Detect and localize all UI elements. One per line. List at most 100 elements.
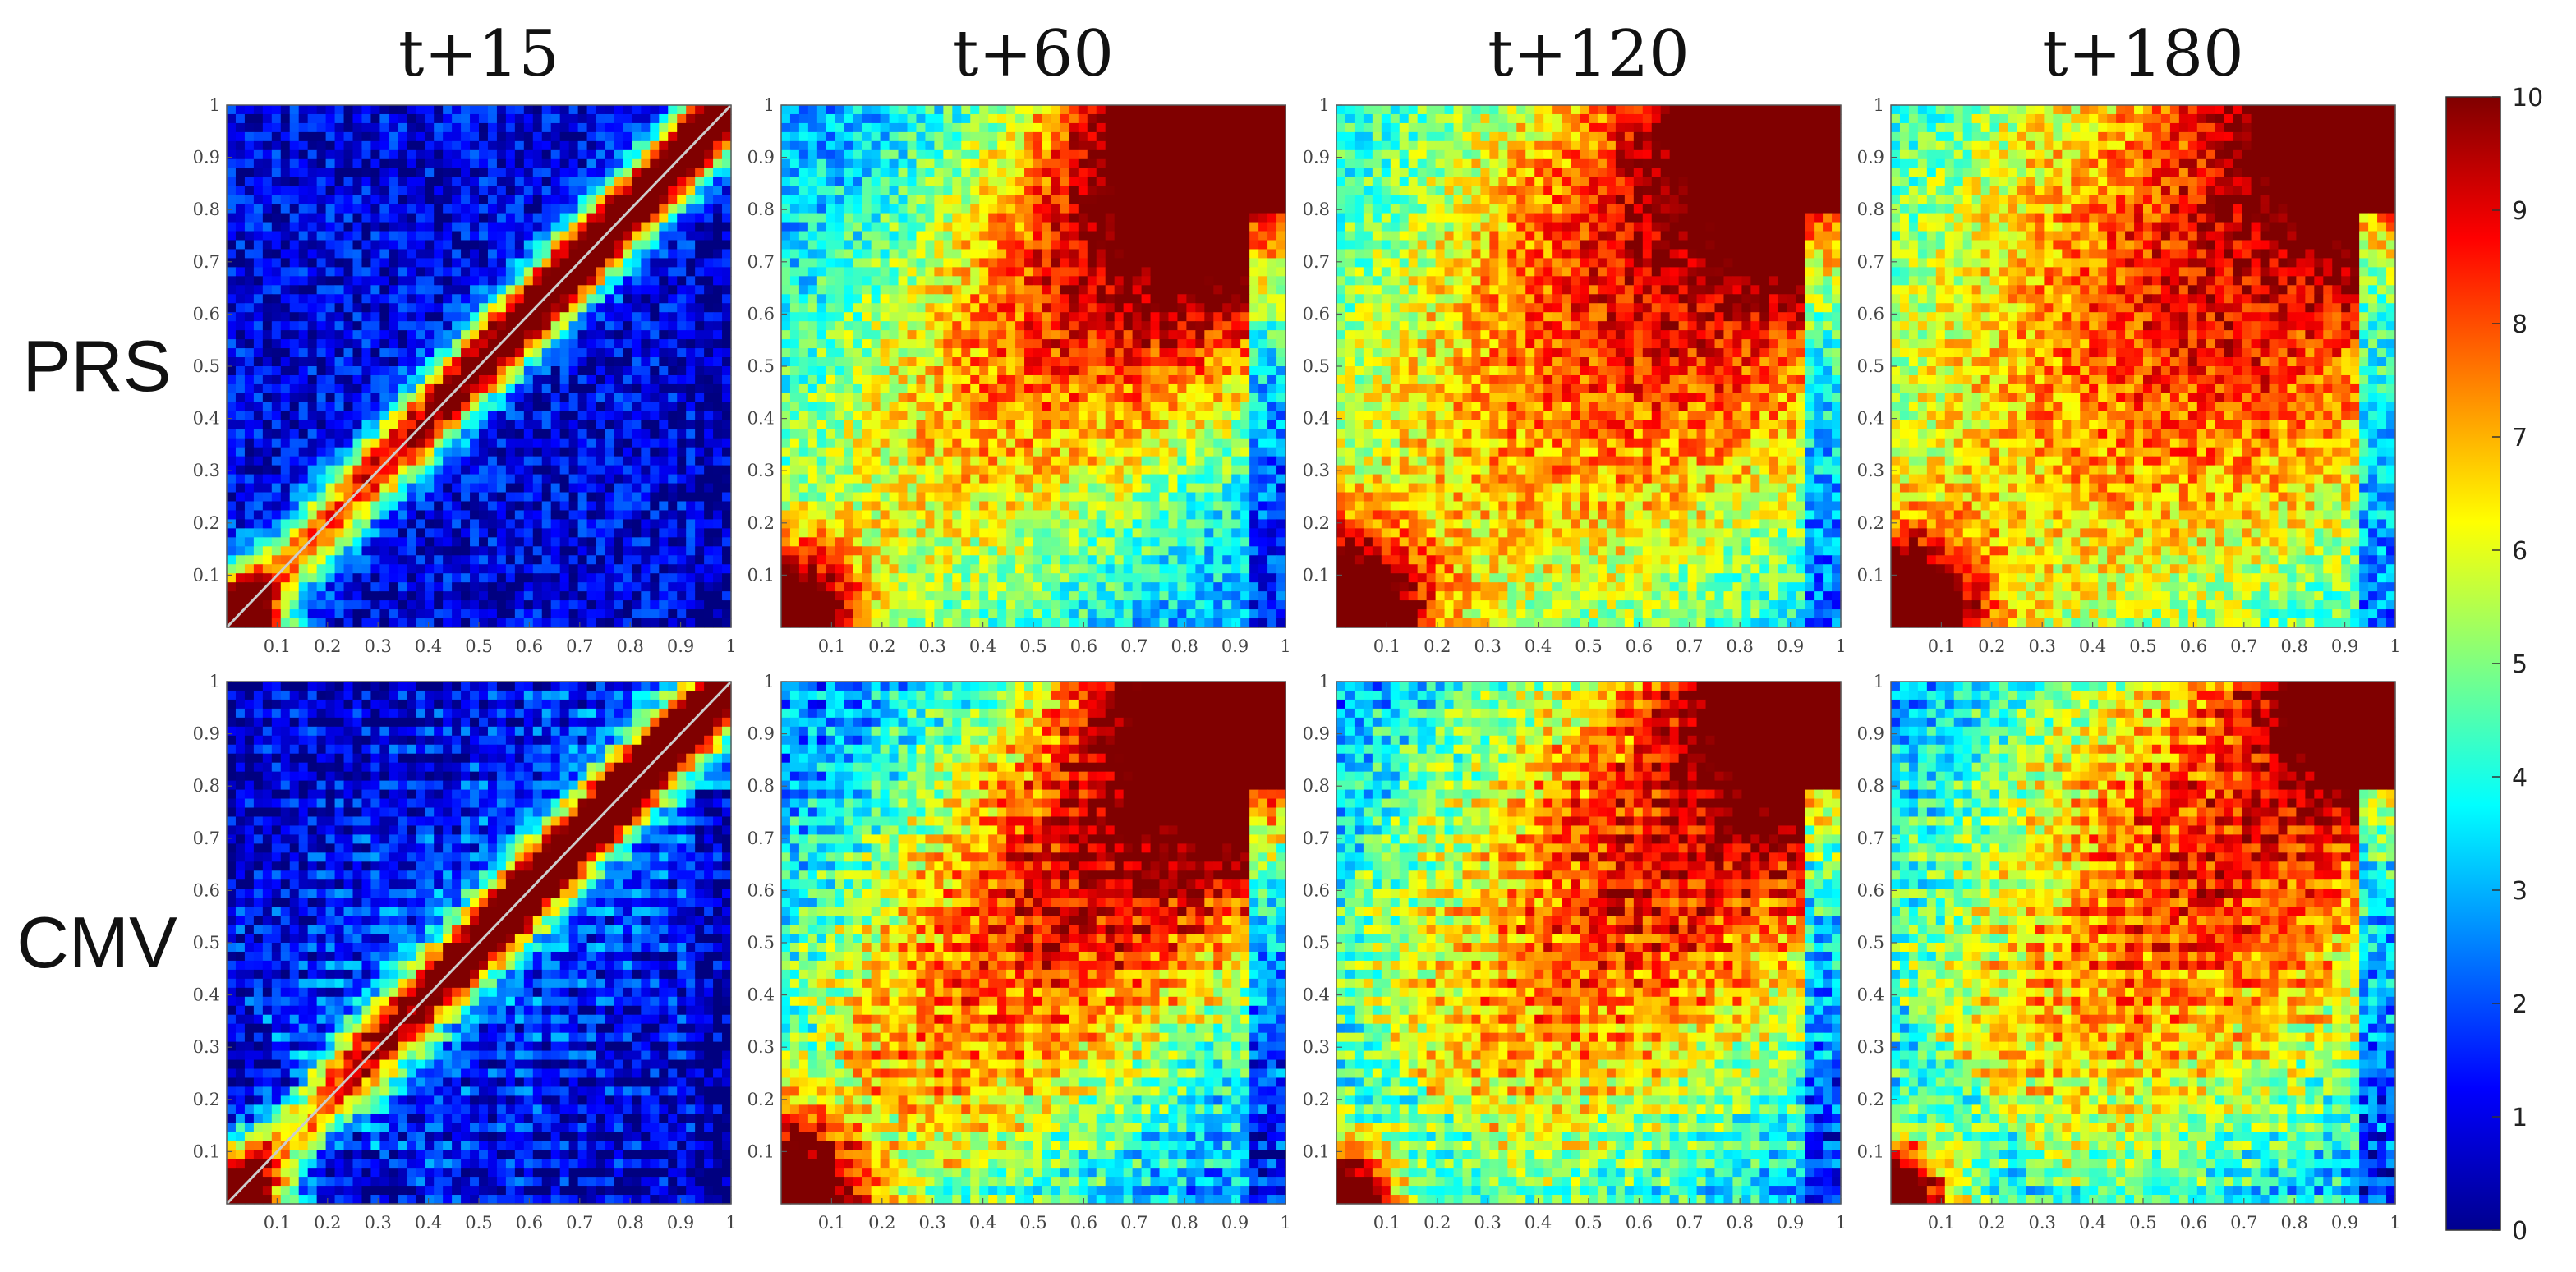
heatmap-cell bbox=[623, 186, 632, 196]
heatmap-cell bbox=[488, 258, 498, 268]
heatmap-cell bbox=[479, 132, 489, 142]
heatmap-cell bbox=[488, 141, 498, 151]
heatmap-cell bbox=[263, 114, 273, 124]
heatmap-cell bbox=[488, 240, 498, 250]
heatmap-cell bbox=[245, 177, 255, 187]
heatmap-cell bbox=[389, 123, 398, 133]
heatmap-cell bbox=[290, 258, 300, 268]
heatmap-cell bbox=[470, 223, 480, 232]
heatmap-cell bbox=[686, 258, 696, 268]
heatmap-cell bbox=[452, 267, 462, 277]
heatmap-cell bbox=[326, 159, 336, 169]
heatmap-cell bbox=[623, 267, 632, 277]
column-title-t-60: t+60 bbox=[953, 17, 1114, 91]
heatmap-cell bbox=[461, 258, 471, 268]
heatmap-cell bbox=[623, 123, 632, 133]
heatmap-cell bbox=[470, 123, 480, 133]
heatmap-cell bbox=[695, 105, 705, 115]
heatmap-cell bbox=[443, 168, 453, 178]
heatmap-cell bbox=[614, 150, 623, 160]
heatmap-cell bbox=[317, 150, 327, 160]
heatmap-cell bbox=[524, 177, 534, 187]
heatmap-cell bbox=[245, 232, 255, 241]
heatmap-cell bbox=[506, 159, 516, 169]
heatmap-cell bbox=[713, 141, 723, 151]
heatmap-cell bbox=[452, 240, 462, 250]
heatmap-cell bbox=[623, 159, 632, 169]
heatmap-cell bbox=[281, 195, 291, 205]
heatmap-cell bbox=[515, 249, 525, 259]
heatmap-cell bbox=[443, 240, 453, 250]
heatmap-cell bbox=[299, 267, 309, 277]
heatmap-cell bbox=[632, 223, 642, 232]
heatmap-cell bbox=[713, 258, 723, 268]
heatmap-cell bbox=[443, 267, 453, 277]
heatmap-cell bbox=[641, 177, 651, 187]
heatmap-cell bbox=[479, 168, 489, 178]
heatmap-cell bbox=[470, 214, 480, 223]
heatmap-cell bbox=[416, 114, 426, 124]
heatmap-cell bbox=[479, 105, 489, 115]
heatmap-cell bbox=[308, 195, 318, 205]
heatmap-cell bbox=[254, 159, 264, 169]
heatmap-cell bbox=[605, 141, 615, 151]
heatmap-cell bbox=[524, 267, 534, 277]
heatmap-cell bbox=[488, 105, 498, 115]
heatmap-cell bbox=[353, 214, 363, 223]
heatmap-cell bbox=[722, 214, 732, 223]
heatmap-cell bbox=[407, 214, 416, 223]
heatmap-cell bbox=[389, 249, 398, 259]
heatmap-cell bbox=[578, 177, 588, 187]
heatmap-cell bbox=[614, 159, 623, 169]
heatmap-cell bbox=[551, 132, 561, 142]
heatmap-cell bbox=[551, 223, 561, 232]
heatmap-cell bbox=[326, 150, 336, 160]
heatmap-cell bbox=[623, 150, 632, 160]
heatmap-cell bbox=[686, 240, 696, 250]
heatmap-cell bbox=[596, 159, 606, 169]
heatmap-cell bbox=[290, 276, 300, 286]
heatmap-cell bbox=[461, 214, 471, 223]
heatmap-cell bbox=[560, 105, 570, 115]
heatmap-cell bbox=[245, 204, 255, 214]
heatmap-cell bbox=[587, 214, 597, 223]
heatmap-cell bbox=[686, 267, 696, 277]
heatmap-cell bbox=[326, 141, 336, 151]
heatmap-cell bbox=[461, 123, 471, 133]
heatmap-cell bbox=[677, 232, 687, 241]
heatmap-cell bbox=[668, 123, 678, 133]
heatmap-cell bbox=[389, 258, 398, 268]
heatmap-cell bbox=[443, 249, 453, 259]
heatmap-cell bbox=[560, 177, 570, 187]
heatmap-cell bbox=[524, 123, 534, 133]
heatmap-cell bbox=[704, 159, 714, 169]
heatmap-cell bbox=[533, 223, 543, 232]
heatmap-cell bbox=[515, 214, 525, 223]
heatmap-cell bbox=[326, 232, 336, 241]
heatmap-cell bbox=[506, 258, 516, 268]
heatmap-cell bbox=[461, 223, 471, 232]
heatmap-cell bbox=[308, 132, 318, 142]
heatmap-cell bbox=[722, 132, 732, 142]
heatmap-cell bbox=[263, 249, 273, 259]
heatmap-cell bbox=[398, 123, 407, 133]
heatmap-cell bbox=[361, 132, 371, 142]
heatmap-cell bbox=[686, 105, 696, 115]
heatmap-cell bbox=[227, 214, 237, 223]
heatmap-cell bbox=[614, 123, 623, 133]
heatmap-cell bbox=[578, 105, 588, 115]
heatmap-cell bbox=[227, 105, 237, 115]
heatmap-cell bbox=[290, 249, 300, 259]
heatmap-cell bbox=[299, 232, 309, 241]
heatmap-cell bbox=[560, 141, 570, 151]
heatmap-cell bbox=[506, 204, 516, 214]
heatmap-cell bbox=[569, 150, 579, 160]
heatmap-cell bbox=[299, 159, 309, 169]
heatmap-cell bbox=[524, 204, 534, 214]
heatmap-cell bbox=[398, 276, 407, 286]
heatmap-cell bbox=[272, 240, 282, 250]
heatmap-cell bbox=[308, 114, 318, 124]
heatmap-cell bbox=[551, 240, 561, 250]
heatmap-cell bbox=[290, 168, 300, 178]
heatmap-cell bbox=[254, 114, 264, 124]
